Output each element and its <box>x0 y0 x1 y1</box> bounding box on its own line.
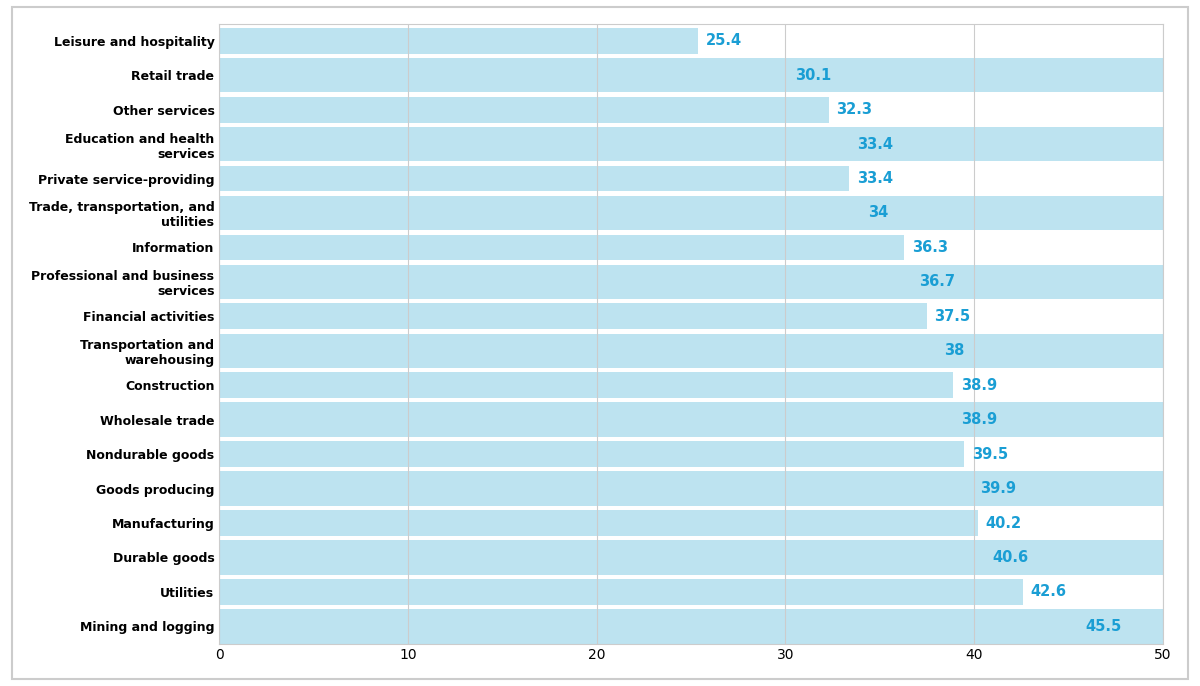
Bar <box>220 579 1022 605</box>
Bar <box>220 235 904 261</box>
Bar <box>220 338 936 364</box>
Bar <box>220 541 1163 575</box>
Bar <box>220 131 850 157</box>
Text: 40.2: 40.2 <box>985 516 1021 530</box>
Bar <box>220 196 1163 230</box>
Bar <box>220 161 1163 196</box>
Text: 30.1: 30.1 <box>794 68 830 83</box>
Bar <box>220 333 1163 368</box>
Text: 38.9: 38.9 <box>961 378 997 393</box>
Bar <box>220 28 698 54</box>
Bar <box>220 471 1163 506</box>
Text: 45.5: 45.5 <box>1085 619 1122 634</box>
Bar <box>220 93 1163 127</box>
Bar <box>220 510 978 536</box>
Bar <box>220 609 1163 643</box>
Text: 36.7: 36.7 <box>919 274 955 289</box>
Bar <box>220 200 860 226</box>
Text: 36.3: 36.3 <box>912 240 948 255</box>
Bar <box>220 437 1163 471</box>
Text: 33.4: 33.4 <box>857 171 893 186</box>
Bar <box>220 265 1163 299</box>
Bar <box>220 269 912 295</box>
Text: 40.6: 40.6 <box>992 550 1028 565</box>
Bar <box>220 62 787 88</box>
Bar <box>220 407 953 433</box>
Text: 33.4: 33.4 <box>857 137 893 152</box>
Bar <box>220 127 1163 161</box>
Text: 37.5: 37.5 <box>935 309 971 324</box>
Bar <box>220 299 1163 333</box>
Bar <box>220 372 953 398</box>
Text: 39.5: 39.5 <box>972 447 1008 462</box>
Text: 34: 34 <box>869 206 888 220</box>
Bar <box>220 368 1163 403</box>
Text: 38.9: 38.9 <box>961 412 997 427</box>
Text: 42.6: 42.6 <box>1031 584 1067 600</box>
Text: 32.3: 32.3 <box>836 102 872 117</box>
Bar <box>220 165 850 191</box>
Bar <box>220 97 829 123</box>
Bar <box>220 475 972 501</box>
Bar <box>220 230 1163 265</box>
Bar <box>220 506 1163 541</box>
Text: 25.4: 25.4 <box>706 33 742 48</box>
Bar <box>220 58 1163 93</box>
Bar <box>220 303 926 329</box>
Text: 39.9: 39.9 <box>979 481 1015 496</box>
Bar <box>220 575 1163 609</box>
Bar <box>220 403 1163 437</box>
Bar <box>220 441 965 467</box>
Text: 38: 38 <box>943 343 964 358</box>
Bar <box>220 23 1163 58</box>
Bar <box>220 613 1078 639</box>
Bar <box>220 545 985 570</box>
